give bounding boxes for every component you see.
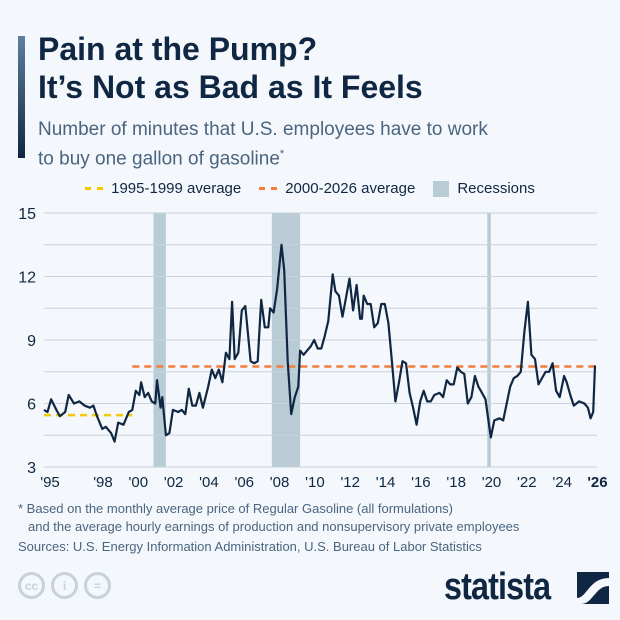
chart-title: Pain at the Pump? It’s Not as Bad as It … bbox=[38, 30, 423, 106]
x-tick-label: '02 bbox=[164, 474, 184, 491]
subtitle-line: Number of minutes that U.S. employees ha… bbox=[38, 119, 488, 140]
x-tick-label: '10 bbox=[305, 474, 325, 491]
legend-item-avg1: 1995-1999 average bbox=[85, 180, 241, 197]
subtitle-line: to buy one gallon of gasoline bbox=[38, 148, 280, 170]
sources: Sources: U.S. Energy Information Adminis… bbox=[18, 539, 482, 554]
note-line: * Based on the monthly average price of … bbox=[18, 501, 454, 516]
attribution-icon[interactable]: i bbox=[51, 572, 78, 599]
x-tick-label: '14 bbox=[376, 474, 396, 491]
legend-swatch bbox=[433, 180, 450, 197]
x-tick-label: '24 bbox=[552, 474, 572, 491]
legend-label: 1995-1999 average bbox=[111, 180, 242, 197]
legend-item-recessions: Recessions bbox=[433, 180, 535, 197]
y-tick-label: 12 bbox=[18, 270, 36, 287]
y-tick-label: 3 bbox=[27, 460, 36, 477]
y-tick-label: 15 bbox=[18, 206, 36, 223]
x-tick-label: '00 bbox=[129, 474, 149, 491]
legend-label: Recessions bbox=[457, 180, 535, 197]
legend-item-avg2: 2000-2026 average bbox=[259, 180, 415, 197]
legend-label: 2000-2026 average bbox=[285, 180, 416, 197]
x-tick-label: '95 bbox=[40, 474, 60, 491]
x-tick-label: '06 bbox=[234, 474, 254, 491]
footnote: * Based on the monthly average price of … bbox=[18, 500, 519, 556]
line-chart: 3 6 9 12 15 '95 '98 '00 '02 '04 '06 '08 '10 '12 '14 '16… bbox=[18, 206, 607, 491]
x-tick-label: '20 bbox=[482, 474, 502, 491]
title-accent-bar bbox=[18, 36, 25, 158]
title-line: It’s Not as Bad as It Feels bbox=[38, 69, 423, 105]
legend: 1995-1999 average 2000-2026 average Rece… bbox=[0, 180, 620, 197]
x-tick-label: '26 bbox=[587, 474, 607, 491]
title-line: Pain at the Pump? bbox=[38, 31, 318, 67]
x-tick-label: '18 bbox=[446, 474, 466, 491]
legend-swatch bbox=[259, 187, 278, 190]
statista-logo[interactable]: statista bbox=[444, 566, 610, 609]
footnote-mark: * bbox=[279, 148, 285, 160]
cc-icon[interactable]: cc bbox=[18, 572, 45, 599]
y-tick-label: 9 bbox=[27, 333, 36, 350]
series-line bbox=[43, 243, 597, 443]
x-tick-label: '98 bbox=[93, 474, 113, 491]
legend-swatch bbox=[85, 187, 104, 190]
x-tick-label: '22 bbox=[517, 474, 537, 491]
license-icons[interactable]: cc i = bbox=[18, 572, 111, 599]
statista-logo-icon bbox=[577, 571, 610, 604]
x-tick-label: '16 bbox=[411, 474, 431, 491]
note-line: and the average hourly earnings of produ… bbox=[28, 519, 520, 534]
logo-text: statista bbox=[444, 566, 551, 608]
x-tick-label: '12 bbox=[340, 474, 360, 491]
x-tick-label: '04 bbox=[199, 474, 219, 491]
no-derivatives-icon[interactable]: = bbox=[84, 572, 111, 599]
y-tick-label: 6 bbox=[27, 397, 36, 414]
chart-subtitle: Number of minutes that U.S. employees ha… bbox=[38, 118, 488, 171]
x-tick-label: '08 bbox=[270, 474, 290, 491]
